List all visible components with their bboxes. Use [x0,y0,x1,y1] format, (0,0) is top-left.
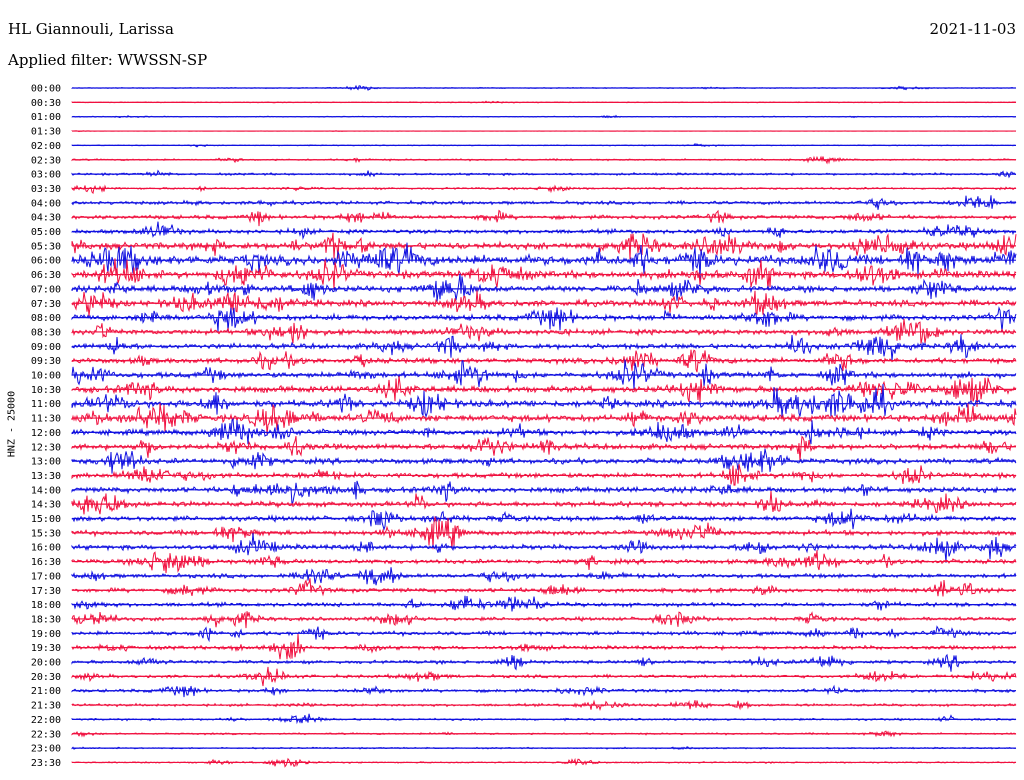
filter-label: Applied filter: WWSSN-SP [8,51,208,69]
trace-row-0530 [71,232,1017,259]
row-label-1400: 14:00 [31,485,61,496]
row-label-2330: 23:30 [31,758,61,769]
trace-row-1100 [71,383,1017,419]
row-label-1500: 15:00 [31,514,61,525]
trace-row-1230 [71,435,1017,462]
trace-row-0500 [71,221,1017,241]
trace-row-1800 [71,595,1017,612]
row-label-1930: 19:30 [31,643,61,654]
row-label-1200: 12:00 [31,428,61,439]
trace-row-0900 [71,334,1017,361]
trace-row-1530 [71,515,1017,550]
seismic-traces [71,84,1017,768]
trace-row-1730 [71,578,1017,597]
row-label-1100: 11:00 [31,399,61,410]
row-label-1430: 14:30 [31,500,61,511]
row-label-1600: 16:00 [31,543,61,554]
row-label-0530: 05:30 [31,241,61,252]
row-label-0100: 01:00 [31,112,61,123]
row-label-0430: 04:30 [31,213,61,224]
row-label-2230: 22:30 [31,729,61,740]
station-title: HL Giannouli, Larissa [8,20,174,38]
row-label-1630: 16:30 [31,557,61,568]
row-label-2130: 21:30 [31,701,61,712]
row-label-1230: 12:30 [31,442,61,453]
trace-row-1330 [71,463,1017,486]
row-label-0630: 06:30 [31,270,61,281]
row-label-0500: 05:00 [31,227,61,238]
row-label-1830: 18:30 [31,614,61,625]
row-label-0130: 01:30 [31,127,61,138]
trace-row-0330 [71,184,1017,195]
trace-row-1000 [71,359,1017,391]
row-label-0830: 08:30 [31,327,61,338]
row-label-2200: 22:00 [31,715,61,726]
row-label-2000: 20:00 [31,658,61,669]
trace-row-2200 [71,713,1017,725]
trace-row-0700 [71,273,1017,302]
trace-row-1400 [71,480,1017,506]
row-label-0000: 00:00 [31,84,61,95]
trace-row-0730 [71,290,1017,316]
row-label-0230: 02:30 [31,155,61,166]
row-label-0930: 09:30 [31,356,61,367]
row-label-1330: 13:30 [31,471,61,482]
row-labels: 00:00 00:30 01:00 01:30 02:00 02:30 03:00 03:30… [31,84,61,769]
row-label-0030: 00:30 [31,98,61,109]
trace-row-2030 [71,666,1017,687]
trace-row-2000 [71,653,1017,672]
row-label-0800: 08:00 [31,313,61,324]
trace-row-1930 [71,633,1017,660]
trace-row-1600 [71,532,1017,563]
row-label-0200: 02:00 [31,141,61,152]
row-label-1030: 10:30 [31,385,61,396]
trace-row-2100 [71,684,1017,698]
row-label-1800: 18:00 [31,600,61,611]
row-label-0900: 09:00 [31,342,61,353]
date-label: 2021-11-03 [929,20,1016,38]
row-label-1530: 15:30 [31,528,61,539]
trace-row-0800 [71,306,1017,333]
row-label-2100: 21:00 [31,686,61,697]
row-label-1900: 19:00 [31,629,61,640]
row-label-1300: 13:00 [31,457,61,468]
row-label-0400: 04:00 [31,198,61,209]
row-label-1700: 17:00 [31,571,61,582]
row-label-0700: 07:00 [31,284,61,295]
row-label-1130: 11:30 [31,414,61,425]
row-label-0300: 03:00 [31,170,61,181]
trace-row-0430 [71,209,1017,227]
row-label-1000: 10:00 [31,371,61,382]
trace-row-1830 [71,611,1017,629]
row-label-0330: 03:30 [31,184,61,195]
row-label-2300: 23:00 [31,744,61,755]
row-label-1730: 17:30 [31,586,61,597]
trace-row-1430 [71,491,1017,515]
trace-row-1200 [71,417,1017,445]
row-label-0730: 07:30 [31,299,61,310]
row-label-0600: 06:00 [31,256,61,267]
row-label-2030: 20:30 [31,672,61,683]
